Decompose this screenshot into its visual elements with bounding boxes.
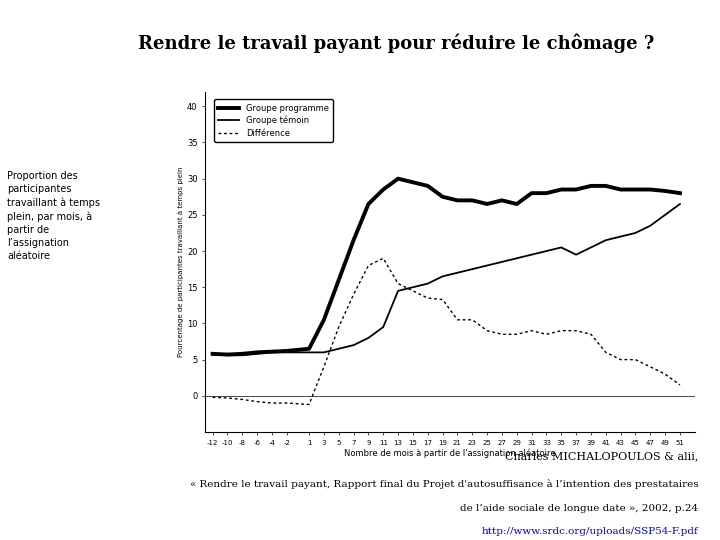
Legend: Groupe programme, Groupe témoin, Différence: Groupe programme, Groupe témoin, Différe… [215,99,333,142]
Text: Charles MICHALOPOULOS & alii,: Charles MICHALOPOULOS & alii, [505,451,698,462]
Text: « Rendre le travail payant, Rapport final du Projet d'autosuffisance à l’intenti: « Rendre le travail payant, Rapport fina… [190,479,698,489]
Text: Proportion des
participantes
travaillant à temps
plein, par mois, à
partir de
l’: Proportion des participantes travaillant… [7,171,100,261]
X-axis label: Nombre de mois à partir de l'assignation aléatoire: Nombre de mois à partir de l'assignation… [344,448,556,458]
Y-axis label: Pourcentage de participantes travaillant à temps plein: Pourcentage de participantes travaillant… [178,167,184,357]
Text: de l’aide sociale de longue date », 2002, p.24: de l’aide sociale de longue date », 2002… [460,504,698,513]
Text: Rendre le travail payant pour réduire le chômage ?: Rendre le travail payant pour réduire le… [138,33,654,53]
Text: http://www.srdc.org/uploads/SSP54-F.pdf: http://www.srdc.org/uploads/SSP54-F.pdf [482,526,698,536]
